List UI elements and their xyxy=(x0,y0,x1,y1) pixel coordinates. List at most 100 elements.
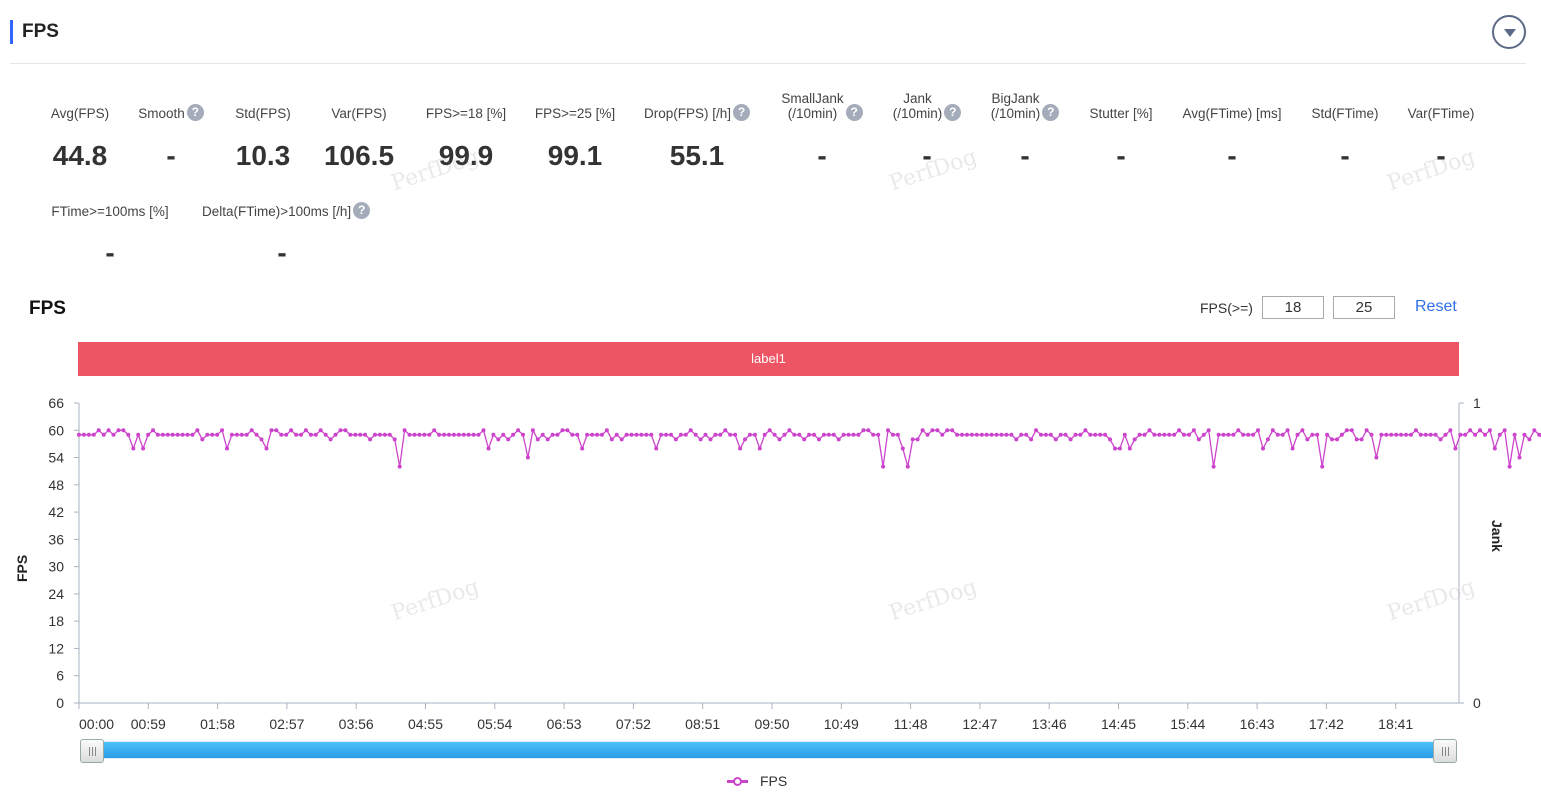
help-icon[interactable]: ? xyxy=(186,104,204,121)
fps-data-point xyxy=(442,432,447,437)
x-tick-label: 05:54 xyxy=(477,716,512,732)
help-icon[interactable]: ? xyxy=(944,104,962,121)
fps-data-point xyxy=(530,428,535,433)
fps-data-point xyxy=(353,432,358,437)
fps-data-point xyxy=(644,432,649,437)
fps-data-point xyxy=(728,432,733,437)
x-tick-label: 15:44 xyxy=(1170,716,1205,732)
fps-data-point xyxy=(945,428,950,433)
fps-threshold-high-input[interactable] xyxy=(1333,296,1395,319)
title-accent-bar xyxy=(10,20,13,44)
fps-data-point xyxy=(451,432,456,437)
fps-data-point xyxy=(387,432,392,437)
fps-data-point xyxy=(1443,432,1448,437)
fps-data-point xyxy=(683,432,688,437)
fps-data-point xyxy=(1043,432,1048,437)
fps-data-point xyxy=(131,446,136,451)
fps-data-point xyxy=(1063,432,1068,437)
fps-data-point xyxy=(303,428,308,433)
metric-row1-label-13: Var(FTime) xyxy=(1361,81,1521,121)
fps-data-point xyxy=(466,432,471,437)
fps-data-point xyxy=(501,432,506,437)
help-icon[interactable]: ? xyxy=(733,104,751,121)
fps-data-point xyxy=(1384,432,1389,437)
range-slider-left-handle[interactable] xyxy=(80,739,104,763)
fps-data-point xyxy=(1433,432,1438,437)
fps-threshold-low-input[interactable] xyxy=(1262,296,1324,319)
metric-label-text: FTime>=100ms [%] xyxy=(51,204,169,219)
fps-data-point xyxy=(1039,432,1043,437)
fps-data-point xyxy=(205,432,210,437)
fps-data-point xyxy=(836,437,841,442)
fps-data-point xyxy=(471,432,476,437)
metric-label-text: Drop(FPS) [/h] xyxy=(643,106,732,121)
fps-data-point xyxy=(215,432,220,437)
fps-data-point xyxy=(831,432,836,437)
fps-data-point xyxy=(1103,432,1108,437)
fps-data-point xyxy=(891,432,895,437)
x-tick-label: 14:45 xyxy=(1101,716,1136,732)
fps-data-point xyxy=(1093,432,1098,437)
metric-label-text: Smooth xyxy=(138,106,185,121)
fps-data-point xyxy=(599,432,604,437)
fps-data-point xyxy=(817,437,821,442)
fps-data-point xyxy=(1512,432,1517,437)
fps-data-point xyxy=(86,432,91,437)
fps-data-point xyxy=(525,455,530,460)
fps-data-point xyxy=(264,446,269,451)
fps-data-point xyxy=(1261,446,1265,451)
help-icon[interactable]: ? xyxy=(845,104,863,121)
fps-data-point xyxy=(496,437,501,442)
y-tick-label: 30 xyxy=(48,559,64,575)
collapse-chevron-icon[interactable] xyxy=(1492,15,1526,49)
fps-data-point xyxy=(969,432,974,437)
y-tick-label: 54 xyxy=(48,450,64,466)
fps-data-point xyxy=(210,432,215,437)
fps-data-point xyxy=(234,432,239,437)
fps-data-point xyxy=(338,428,343,433)
fps-data-point xyxy=(733,432,738,437)
fps-data-point xyxy=(96,428,101,433)
fps-data-point xyxy=(1295,432,1300,437)
help-icon[interactable]: ? xyxy=(1042,104,1060,121)
fps-data-point xyxy=(437,432,442,437)
metric-row1-value-2: 10.3 xyxy=(235,140,291,171)
fps-data-point xyxy=(555,432,560,437)
metric-label: SmallJank (/10min)? xyxy=(742,91,902,121)
fps-data-point xyxy=(772,432,777,437)
x-tick-label: 09:50 xyxy=(754,716,789,732)
fps-data-point xyxy=(141,446,146,451)
fps-data-point xyxy=(1463,432,1468,437)
fps-data-point xyxy=(861,428,866,433)
fps-data-point xyxy=(989,432,994,437)
fps-data-point xyxy=(1502,428,1507,433)
fps-data-point xyxy=(417,432,422,437)
range-slider-right-handle[interactable] xyxy=(1433,739,1457,763)
fps-data-point xyxy=(876,432,881,437)
reset-button[interactable]: Reset xyxy=(1415,298,1457,315)
fps-data-point xyxy=(1265,437,1270,442)
fps-data-point xyxy=(368,437,373,442)
fps-data-point xyxy=(979,432,984,437)
fps-data-point xyxy=(244,432,249,437)
fps-data-point xyxy=(427,432,432,437)
fps-data-point xyxy=(422,432,427,437)
fps-data-point xyxy=(846,432,851,437)
fps-data-point xyxy=(718,432,723,437)
fps-data-point xyxy=(1330,437,1334,442)
fps-data-point xyxy=(1310,432,1315,437)
fps-data-point xyxy=(856,432,861,437)
fps-data-point xyxy=(1053,437,1058,442)
fps-data-point xyxy=(1527,437,1532,442)
range-slider-selection[interactable] xyxy=(92,742,1444,758)
fps-data-point xyxy=(550,432,555,437)
fps-data-point xyxy=(1246,432,1251,437)
metric-row2-label-0: FTime>=100ms [%] xyxy=(30,179,190,219)
label-band[interactable]: label1 xyxy=(78,342,1459,376)
metric-row1-value-9: - xyxy=(1020,140,1030,171)
metric-row1-label-5: FPS>=25 [%] xyxy=(495,81,655,121)
fps-data-point xyxy=(910,437,915,442)
help-icon[interactable]: ? xyxy=(353,202,371,219)
fps-data-point xyxy=(1226,432,1231,437)
metric-label: Delta(FTime)>100ms [/h]? xyxy=(202,202,371,219)
